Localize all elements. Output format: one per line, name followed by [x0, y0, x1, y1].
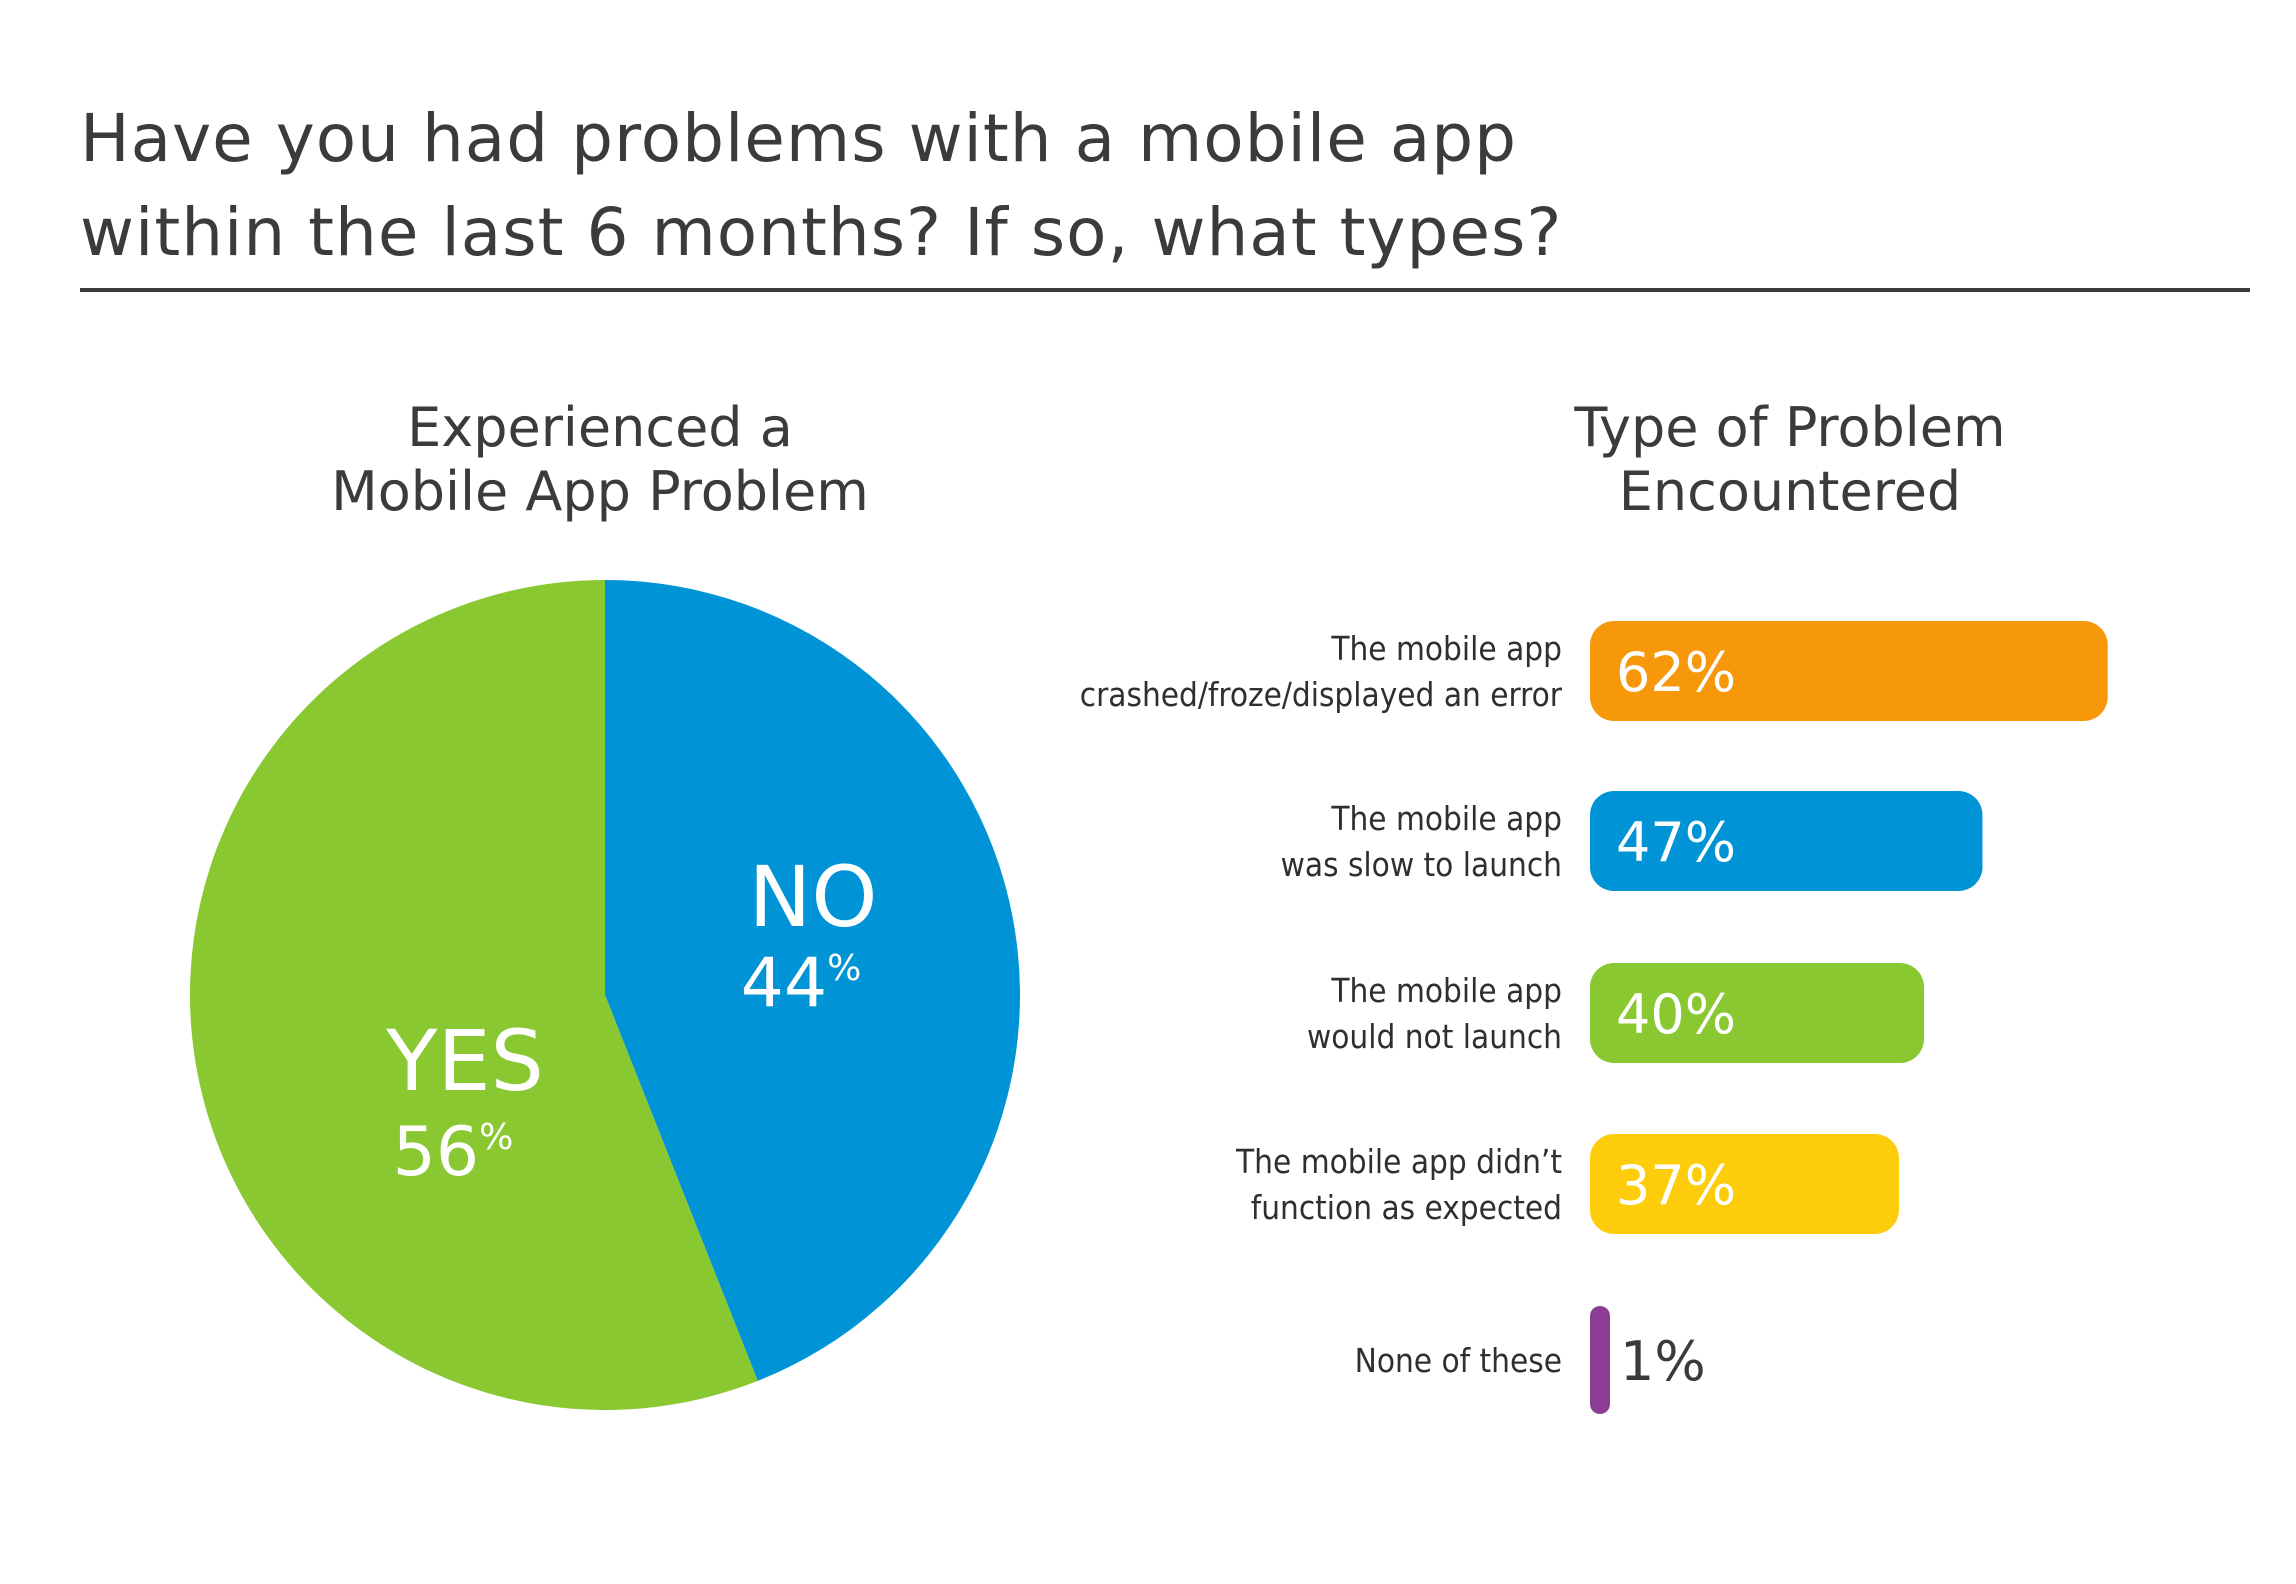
pie-label-yes: YES: [385, 1012, 544, 1110]
bar-value-label-5: 1%: [1620, 1330, 1706, 1393]
bar-3: [1590, 963, 1924, 1063]
pie-label-no: NO: [749, 848, 878, 946]
bar-2: [1590, 791, 1983, 891]
pie-slice-no: [605, 580, 1021, 1381]
bar-category-label-3-line-1: The mobile app: [1330, 971, 1562, 1010]
bar-category-label-3-line-2: would not launch: [1307, 1017, 1562, 1056]
bar-chart-title: Type of Problem Encountered: [1400, 396, 2180, 524]
bar-4: [1590, 1134, 1899, 1234]
bar-value-label-3: 40%: [1616, 983, 1736, 1046]
bar-title-line-1: Type of Problem: [1574, 396, 2006, 459]
bar-1: [1590, 621, 2108, 721]
bar-category-label-4-line-2: function as expected: [1251, 1188, 1562, 1227]
bar-value-label-4: 37%: [1616, 1154, 1736, 1217]
main-title-line-1: Have you had problems with a mobile app: [80, 100, 1518, 177]
bar-value-label-1: 62%: [1616, 641, 1736, 704]
bar-category-label-1-line-1: The mobile app: [1330, 629, 1562, 668]
bar-title-line-2: Encountered: [1618, 460, 1962, 523]
bar-category-label-2-line-1: The mobile app: [1330, 799, 1562, 838]
bar-category-label-1-line-2: crashed/froze/displayed an error: [1080, 675, 1563, 714]
bar-category-label-4-line-1: The mobile app didn’t: [1235, 1142, 1562, 1181]
title-divider: [80, 288, 2250, 292]
pie-chart-title: Experienced a Mobile App Problem: [200, 396, 1000, 524]
pie-title-line-1: Experienced a: [407, 396, 793, 459]
main-title: Have you had problems with a mobile app …: [80, 92, 2180, 280]
pie-slice-yes: [190, 580, 758, 1410]
bar-value-label-2: 47%: [1616, 811, 1736, 874]
pie-title-line-2: Mobile App Problem: [331, 460, 869, 523]
bar-5: [1590, 1306, 1610, 1414]
bar-category-label-5-line-1: None of these: [1355, 1341, 1562, 1380]
bar-category-label-2-line-2: was slow to launch: [1281, 845, 1562, 884]
main-title-line-2: within the last 6 months? If so, what ty…: [80, 194, 1563, 271]
